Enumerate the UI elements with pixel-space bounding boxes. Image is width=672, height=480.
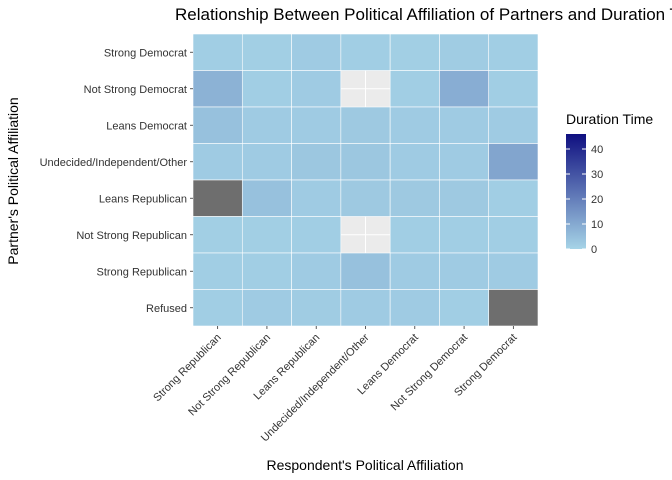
heatmap-cell-not-strong-democrat-leans-democrat [389, 70, 440, 108]
legend-tick-label: 40 [591, 144, 603, 156]
heatmap-cell-strong-democrat-undecided-independent-other [340, 33, 391, 71]
heatmap-cell-leans-democrat-strong-republican [192, 106, 243, 144]
legend-colorbar [566, 134, 586, 249]
heatmap-cell-strong-democrat-strong-republican [192, 33, 243, 71]
heatmap-cell-strong-republican-not-strong-democrat [439, 252, 490, 290]
legend: Duration Time 0 10 20 30 40 [566, 111, 653, 256]
heatmap-cell-leans-democrat-strong-democrat [488, 106, 539, 144]
heatmap-cell-not-strong-democrat-not-strong-democrat [439, 70, 490, 108]
heatmap-cell-not-strong-republican-not-strong-democrat [439, 216, 490, 254]
y-tick-label: Not Strong Democrat [84, 84, 187, 96]
y-tick-label: Strong Democrat [104, 47, 187, 59]
y-tick-label: Strong Republican [96, 266, 187, 278]
y-axis-title: Partner's Political Affiliation [5, 97, 21, 264]
heatmap-cell-leans-democrat-leans-republican [291, 106, 342, 144]
heatmap-cell-not-strong-democrat-strong-republican [192, 70, 243, 108]
heatmap-cell-strong-democrat-leans-democrat [389, 33, 440, 71]
legend-title: Duration Time [566, 111, 653, 127]
legend-tick-label: 20 [591, 194, 603, 206]
heatmap-cell-refused-strong-republican [192, 289, 243, 327]
heatmap-cell-strong-republican-leans-democrat [389, 252, 440, 290]
heatmap-cell-undecided-independent-other-not-strong-democrat [439, 143, 490, 181]
heatmap-cell-strong-republican-strong-republican [192, 252, 243, 290]
heatmap-cell-undecided-independent-other-undecided-independent-other [340, 143, 391, 181]
chart-title: Relationship Between Political Affiliati… [175, 5, 672, 24]
legend-tick-label: 10 [591, 219, 603, 231]
y-tick-label: Refused [146, 303, 187, 315]
heatmap-cell-leans-republican-leans-democrat [389, 179, 440, 217]
heatmap-cell-strong-republican-not-strong-republican [241, 252, 292, 290]
y-tick-label: Not Strong Republican [76, 230, 187, 242]
heatmap-cell-not-strong-democrat-strong-democrat [488, 70, 539, 108]
heatmap-cell-leans-republican-strong-republican [192, 179, 243, 217]
heatmap-cell-leans-republican-strong-democrat [488, 179, 539, 217]
heatmap-cell-leans-democrat-leans-democrat [389, 106, 440, 144]
legend-ticks: 0 10 20 30 40 [566, 144, 603, 256]
heatmap-cell-leans-republican-leans-republican [291, 179, 342, 217]
heatmap-cell-refused-not-strong-democrat [439, 289, 490, 327]
heatmap-cell-not-strong-republican-strong-republican [192, 216, 243, 254]
heatmap-cell-leans-republican-not-strong-republican [241, 179, 292, 217]
x-axis-title: Respondent's Political Affiliation [267, 457, 464, 473]
heatmap-cell-strong-republican-strong-democrat [488, 252, 539, 290]
heatmap-cell-undecided-independent-other-not-strong-republican [241, 143, 292, 181]
heatmap-cell-refused-leans-republican [291, 289, 342, 327]
y-tick-label: Leans Democrat [106, 120, 187, 132]
x-tick-label: Not Strong Republican [186, 332, 273, 419]
heatmap-cell-undecided-independent-other-strong-republican [192, 143, 243, 181]
heatmap-cell-leans-democrat-not-strong-democrat [439, 106, 490, 144]
heatmap-cell-strong-democrat-not-strong-democrat [439, 33, 490, 71]
legend-tick-label: 0 [591, 244, 597, 256]
heatmap-cell-leans-republican-undecided-independent-other [340, 179, 391, 217]
heatmap-cell-strong-democrat-not-strong-republican [241, 33, 292, 71]
heatmap-cell-not-strong-democrat-leans-republican [291, 70, 342, 108]
heatmap-cell-undecided-independent-other-leans-republican [291, 143, 342, 181]
heatmap-cell-strong-democrat-leans-republican [291, 33, 342, 71]
heatmap-cell-strong-republican-leans-republican [291, 252, 342, 290]
heatmap-cell-leans-democrat-not-strong-republican [241, 106, 292, 144]
heatmap-cell-undecided-independent-other-strong-democrat [488, 143, 539, 181]
heatmap-cell-not-strong-republican-leans-republican [291, 216, 342, 254]
heatmap-cell-leans-republican-not-strong-democrat [439, 179, 490, 217]
heatmap-cell-strong-democrat-strong-democrat [488, 33, 539, 71]
plot-panel [192, 33, 539, 327]
heatmap-cell-not-strong-republican-not-strong-republican [241, 216, 292, 254]
heatmap-cell-refused-leans-democrat [389, 289, 440, 327]
heatmap-cell-undecided-independent-other-leans-democrat [389, 143, 440, 181]
heatmap-cell-refused-undecided-independent-other [340, 289, 391, 327]
heatmap-cell-not-strong-republican-leans-democrat [389, 216, 440, 254]
heatmap-cell-refused-not-strong-republican [241, 289, 292, 327]
y-tick-label: Undecided/Independent/Other [40, 157, 188, 169]
heatmap-cell-not-strong-republican-strong-democrat [488, 216, 539, 254]
heatmap-cell-leans-democrat-undecided-independent-other [340, 106, 391, 144]
y-axis-ticks: Strong Democrat Not Strong Democrat Leans … [40, 47, 193, 315]
heatmap-cell-not-strong-democrat-not-strong-republican [241, 70, 292, 108]
legend-tick-label: 30 [591, 169, 603, 181]
y-tick-label: Leans Republican [99, 193, 187, 205]
heatmap-cell-refused-strong-democrat [488, 289, 539, 327]
heatmap-cell-strong-republican-undecided-independent-other [340, 252, 391, 290]
